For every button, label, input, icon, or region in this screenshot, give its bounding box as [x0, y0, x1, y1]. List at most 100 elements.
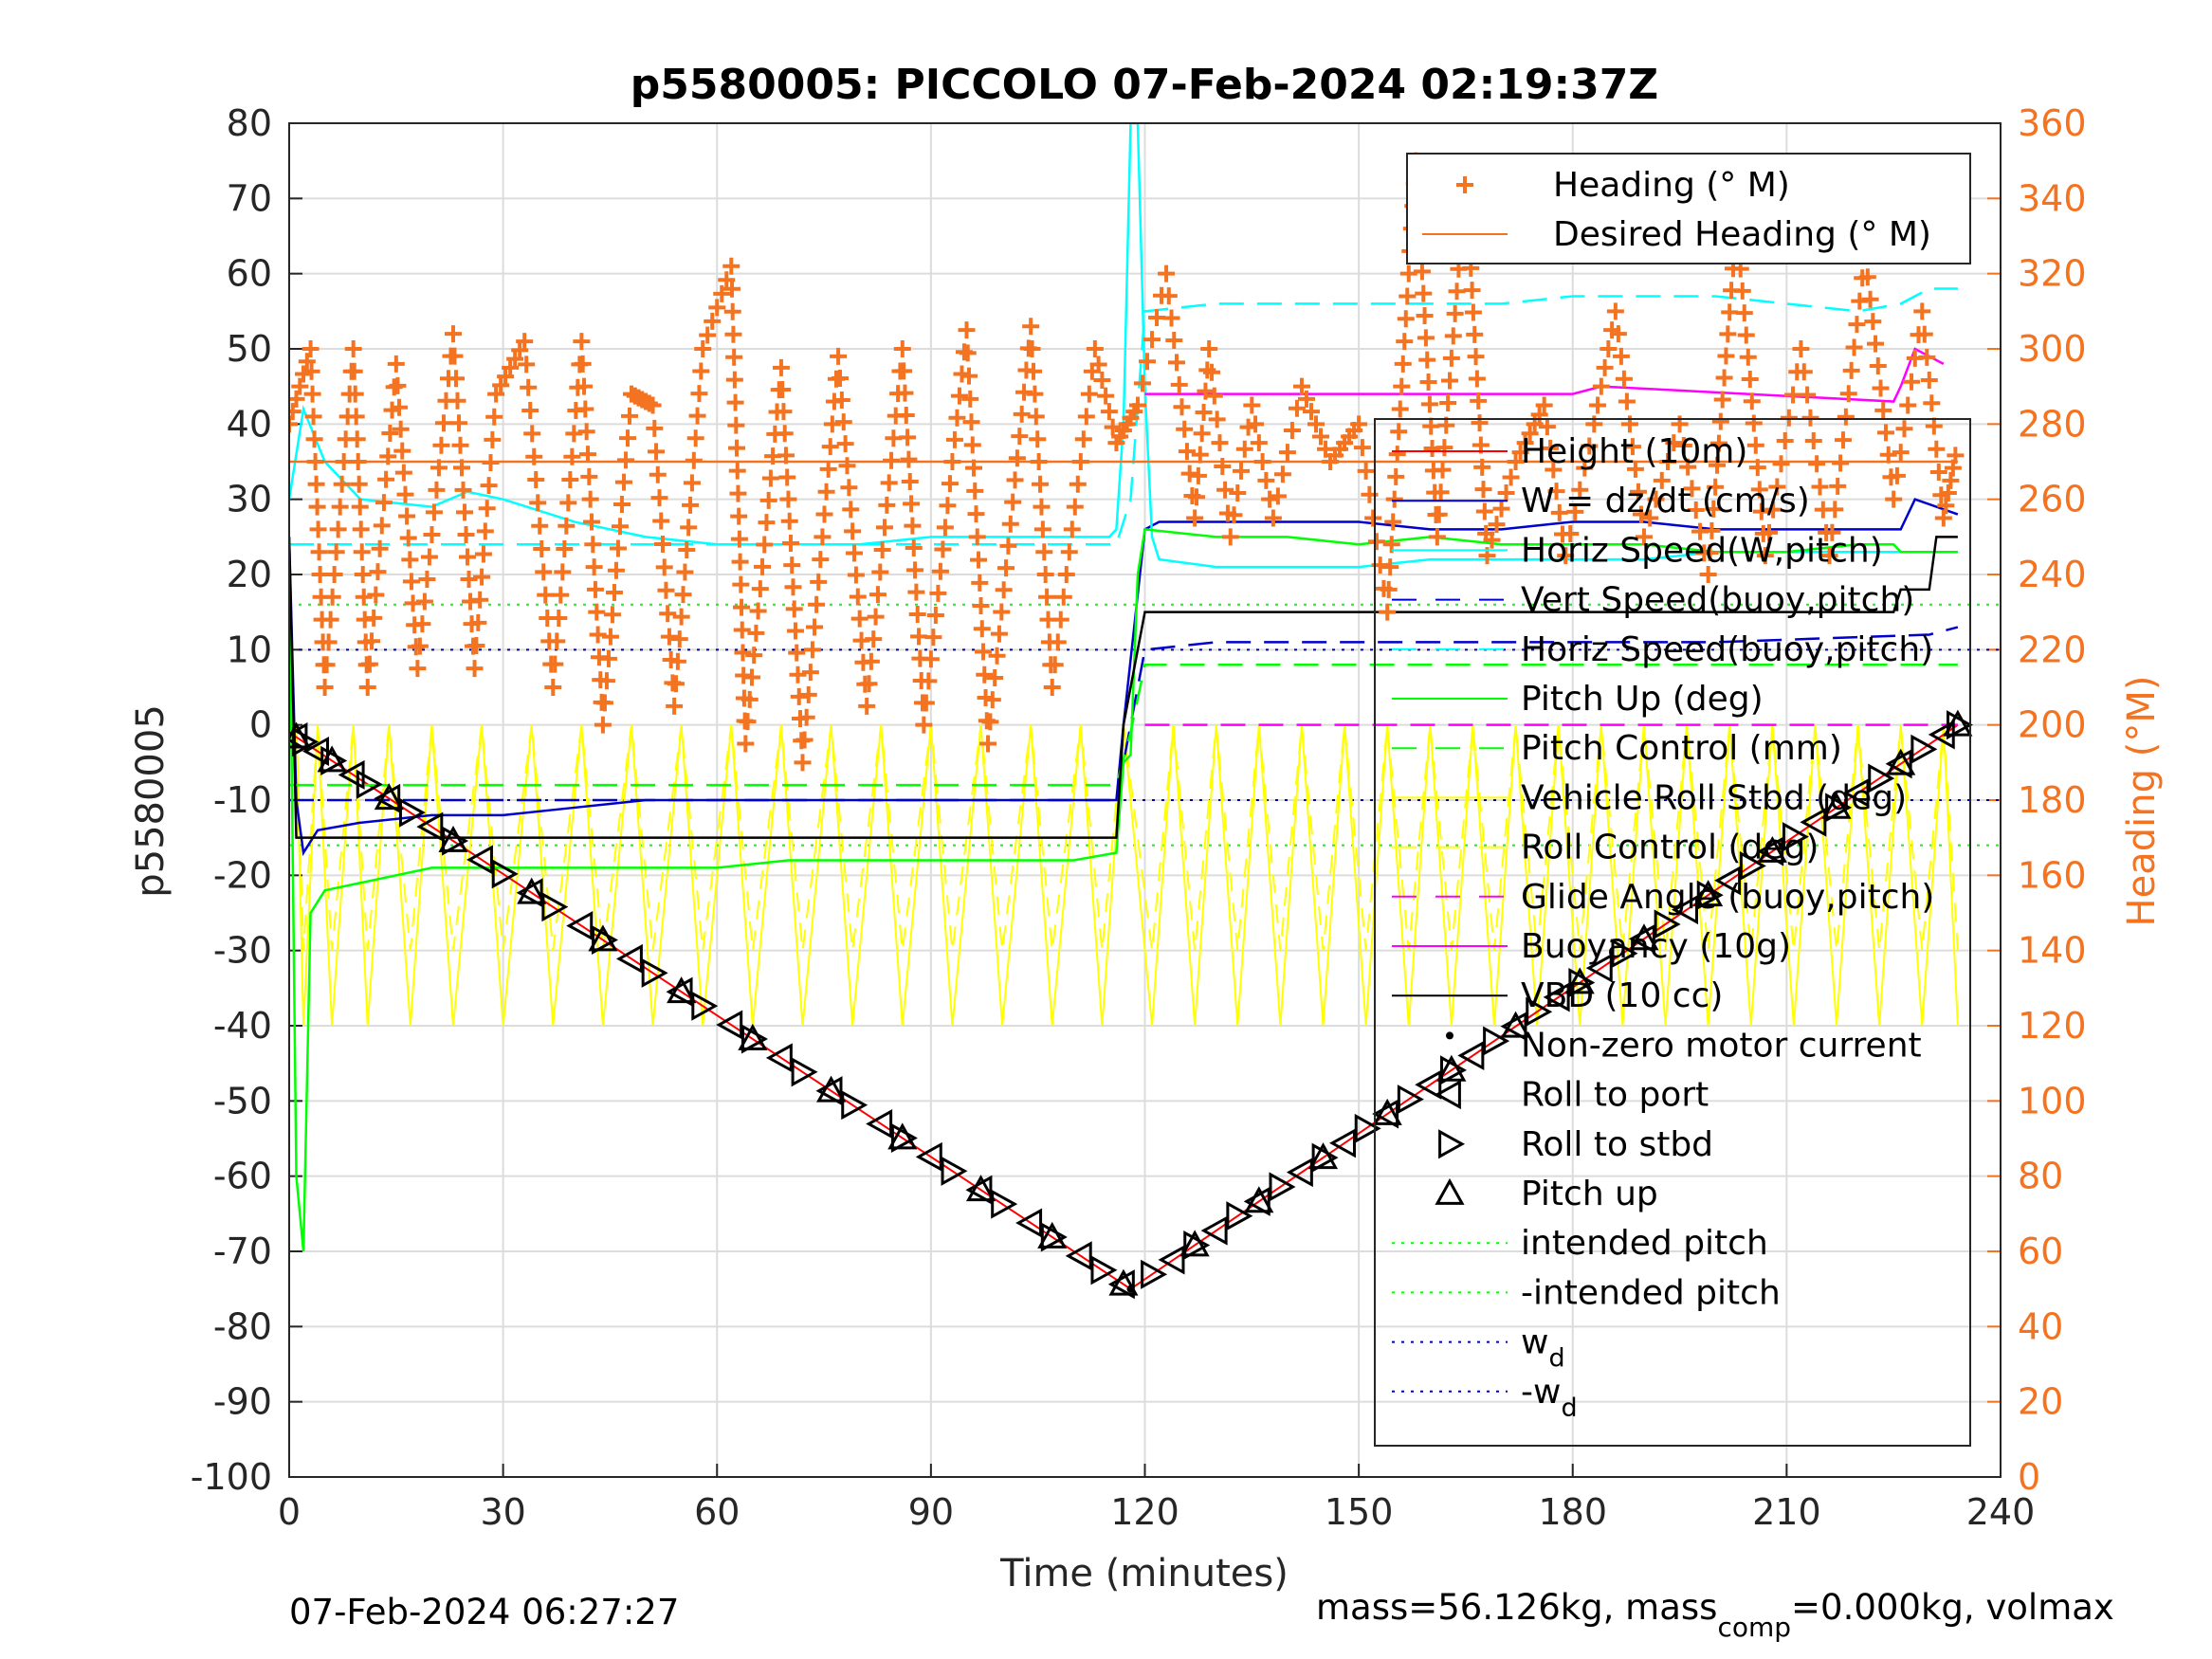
heading-marker	[1492, 500, 1510, 518]
heading-marker	[527, 471, 545, 489]
heading-marker	[723, 302, 741, 320]
heading-marker	[1004, 493, 1022, 511]
roll-port-marker	[1200, 1215, 1228, 1246]
heading-marker	[1837, 408, 1855, 426]
heading-marker	[1784, 386, 1802, 404]
heading-marker	[1257, 471, 1275, 489]
heading-marker	[1439, 394, 1457, 412]
heading-marker	[392, 420, 410, 438]
heading-marker	[1842, 361, 1860, 379]
roll-stbd-marker	[1825, 793, 1853, 823]
heading-marker	[1418, 351, 1436, 369]
heading-marker	[1387, 467, 1405, 485]
heading-marker	[1545, 461, 1563, 479]
pitch-up-marker	[1693, 880, 1724, 907]
x-tick-label: 180	[1538, 1491, 1607, 1533]
heading-marker	[482, 453, 500, 471]
heading-marker	[783, 556, 801, 574]
roll-port-marker	[1757, 836, 1784, 866]
y-tick-label: -10	[213, 779, 272, 821]
heading-marker	[1939, 484, 1957, 502]
heading-marker	[1434, 461, 1452, 479]
heading-marker	[331, 498, 349, 516]
footer-timestamp: 07-Feb-2024 06:27:27	[289, 1592, 679, 1632]
heading-marker	[799, 685, 817, 703]
heading-marker	[1502, 468, 1520, 486]
heading-marker	[420, 548, 438, 566]
heading-marker	[1743, 392, 1761, 410]
heading-marker	[1571, 481, 1589, 499]
heading-marker	[318, 656, 336, 674]
heading-marker	[454, 481, 472, 499]
heading-marker	[316, 679, 334, 696]
heading-marker	[1235, 440, 1253, 458]
roll-stbd-marker	[491, 859, 519, 889]
heading-marker	[692, 362, 710, 380]
roll-stbd-marker	[1040, 1222, 1068, 1252]
heading-marker	[1612, 347, 1630, 365]
heading-marker	[550, 610, 568, 628]
roll-stbd-marker	[442, 826, 469, 856]
y2-tick-label: 20	[2018, 1381, 2063, 1423]
heading-marker	[680, 519, 698, 537]
heading-marker	[1547, 483, 1565, 501]
roll-port-marker	[1158, 1245, 1185, 1275]
heading-marker	[1197, 382, 1215, 400]
roll-stbd-marker	[541, 892, 569, 922]
heading-marker	[936, 519, 954, 537]
heading-marker	[1379, 603, 1397, 621]
heading-marker	[1173, 398, 1191, 416]
heading-marker	[655, 558, 673, 576]
heading-marker	[1626, 460, 1644, 478]
y-tick-label: 30	[227, 479, 272, 520]
heading-marker	[1390, 423, 1408, 441]
legend-label: Vehicle Roll Stbd (deg)	[1521, 778, 1907, 817]
heading-marker	[597, 672, 615, 690]
roll-stbd-marker	[791, 1057, 818, 1087]
heading-marker	[815, 505, 833, 523]
pitch-up-marker	[1886, 748, 1916, 775]
heading-marker	[363, 632, 381, 650]
heading-marker	[847, 566, 865, 584]
heading-marker	[1203, 363, 1221, 381]
heading-marker	[1160, 287, 1178, 305]
heading-marker	[466, 660, 484, 678]
heading-marker	[1746, 436, 1764, 454]
heading-marker	[1929, 464, 1947, 482]
roll-stbd-marker	[890, 1122, 918, 1154]
heading-marker	[563, 447, 581, 465]
heading-marker	[686, 429, 704, 447]
legend-label: VBD (10 cc)	[1521, 976, 1723, 1015]
heading-marker	[849, 588, 867, 606]
heading-marker	[1066, 498, 1084, 516]
heading-marker	[1307, 415, 1325, 433]
y2-tick-label: 340	[2018, 177, 2087, 219]
heading-marker	[917, 694, 935, 712]
roll-stbd-marker	[1739, 850, 1766, 881]
heading-marker	[537, 586, 555, 604]
heading-marker	[660, 628, 678, 646]
heading-marker	[751, 580, 769, 598]
heading-marker	[531, 517, 549, 535]
heading-marker	[1353, 439, 1371, 457]
marker-layer	[289, 152, 1973, 1300]
heading-marker	[950, 387, 968, 405]
heading-marker	[1008, 449, 1026, 467]
heading-marker	[789, 665, 807, 684]
x-axis: 0 30 60 90 120 150 180 210 240	[278, 1464, 2035, 1533]
heading-marker	[327, 543, 345, 561]
heading-marker	[354, 566, 372, 583]
y2-tick-label: 200	[2018, 704, 2087, 746]
heading-marker	[897, 407, 915, 424]
x-tick-label: 120	[1110, 1491, 1179, 1533]
heading-marker	[423, 525, 441, 543]
motor-current-marker	[1126, 1285, 1135, 1293]
heading-marker	[381, 424, 399, 442]
heading-marker	[834, 413, 852, 431]
heading-marker	[434, 414, 452, 432]
heading-marker	[371, 539, 389, 557]
heading-marker	[1647, 490, 1665, 508]
heading-marker	[1397, 310, 1415, 328]
roll-port-marker	[1415, 1069, 1442, 1100]
